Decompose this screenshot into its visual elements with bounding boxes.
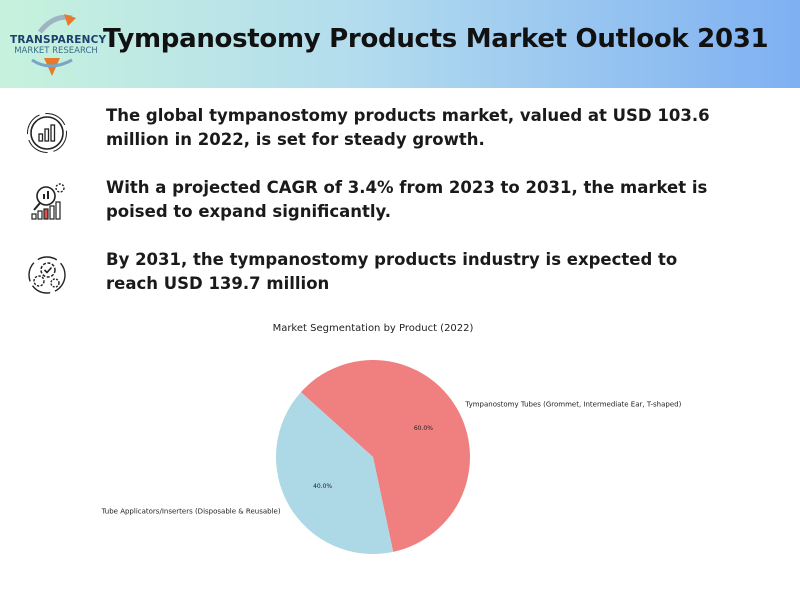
- pie-chart: Market Segmentation by Product (2022) 60…: [101, 323, 682, 554]
- point-1-text: The global tympanostomy products market,…: [106, 106, 710, 149]
- pie-slice-1: [300, 359, 470, 552]
- point-3-text: By 2031, the tympanostomy products indus…: [106, 250, 678, 293]
- page-title: Tympanostomy Products Market Outlook 203…: [103, 24, 769, 54]
- logo-line-1: TRANSPARENCY: [10, 34, 107, 46]
- company-logo: TRANSPARENCY MARKET RESEARCH: [10, 12, 107, 76]
- point-2-text: With a projected CAGR of 3.4% from 2023 …: [106, 178, 708, 221]
- pie-slice-2-percent: 40.0%: [313, 483, 332, 490]
- gears-check-icon: [26, 254, 68, 296]
- chart-title: Market Segmentation by Product (2022): [273, 323, 474, 334]
- pie-chart-container: Market Segmentation by Product (2022) 60…: [0, 310, 800, 600]
- pie-slice-1-label: Tympanostomy Tubes (Grommet, Intermediat…: [464, 401, 681, 409]
- pie-slice-2: [276, 392, 394, 554]
- header-banner: TRANSPARENCY MARKET RESEARCH Tympanostom…: [0, 0, 800, 88]
- pie-slice-1-percent: 60.0%: [414, 425, 433, 432]
- analytics-chart-icon: [26, 112, 68, 154]
- pie-slice-2-label: Tube Applicators/Inserters (Disposable &…: [101, 507, 281, 515]
- growth-magnifier-icon: [26, 180, 68, 222]
- logo-line-2: MARKET RESEARCH: [14, 46, 98, 56]
- logo-arrow-icon: [31, 14, 76, 76]
